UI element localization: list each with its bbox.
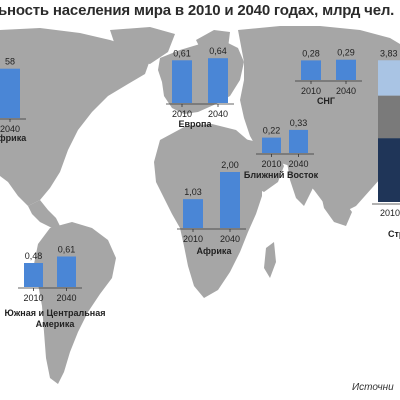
bar-value-label: 0,22 [263, 126, 281, 136]
tick-label: 2040 [56, 293, 76, 303]
region-label: фрика [0, 133, 27, 143]
bar-2010 [183, 199, 203, 228]
bar-value-label: 1,03 [184, 187, 202, 197]
madagascar-landmass [264, 242, 276, 278]
tick-label: 2040 [0, 124, 20, 134]
bar-value-label: 0,33 [290, 118, 308, 128]
stacked-bar-segment [378, 95, 400, 139]
bar-2040 [0, 68, 20, 118]
region-chart-5: 0,48 2010 0,61 2040 Южная и ЦентральнаяАмери… [5, 245, 106, 330]
bar-value-label: 0,48 [25, 251, 43, 261]
bar-value-label: 0,61 [173, 48, 191, 58]
tick-label: 2010 [172, 109, 192, 119]
bar-2040 [336, 59, 356, 80]
tick-label: 2010 [301, 86, 321, 96]
greenland-landmass [110, 27, 175, 64]
region-chart-4: 1,03 2010 2,00 2040 Африка [177, 160, 246, 256]
europe-landmass [158, 40, 244, 114]
scandinavia-landmass [196, 30, 230, 58]
north-america-landmass [0, 28, 150, 206]
tick-label: 2040 [288, 159, 308, 169]
tick-label: 2010 [23, 293, 43, 303]
bar-2010 [301, 60, 321, 80]
stacked-bar-segment [378, 60, 400, 96]
tick-label: 2040 [220, 234, 240, 244]
tick-label: 2040 [336, 86, 356, 96]
bar-value-label: 2,00 [221, 160, 239, 170]
tick-label: 2010 [380, 208, 400, 218]
region-label: Южная и Центральная [5, 308, 106, 318]
bar-2010 [24, 263, 43, 287]
bar-value-label: 0,29 [337, 48, 355, 58]
bar-2040 [208, 58, 228, 103]
bar-2040 [289, 129, 308, 153]
africa-landmass [154, 124, 262, 298]
region-label: СНГ [317, 96, 335, 106]
region-label: Европа [179, 119, 213, 129]
bar-value-label: 0,61 [58, 245, 76, 255]
tick-label: 2010 [183, 234, 203, 244]
bar-2040 [220, 172, 240, 228]
southeast-asia-landmass [320, 190, 352, 226]
bar-value-label: 58 [5, 57, 15, 67]
region-label: Африка [197, 246, 233, 256]
region-label: Ближний Восток [244, 170, 319, 180]
stacked-bar-segment [378, 138, 400, 202]
south-america-landmass [34, 222, 116, 384]
source-label: Источни [352, 382, 394, 393]
chart-title: ьность населения мира в 2010 и 2040 года… [0, 2, 395, 19]
tick-label: 2040 [208, 109, 228, 119]
bar-value-label: 3,83 [380, 48, 398, 58]
region-label: Америка [36, 319, 76, 329]
bar-2040 [57, 256, 76, 287]
bar-value-label: 0,28 [302, 48, 320, 58]
bar-value-label: 0,64 [209, 46, 227, 56]
region-label: Стран [388, 229, 400, 239]
bar-2010 [172, 60, 192, 103]
tick-label: 2010 [261, 159, 281, 169]
bar-2010 [262, 137, 281, 153]
asia-landmass [238, 26, 400, 214]
region-chart-6: 3,83 2010 Стран [372, 48, 400, 239]
india-landmass [286, 156, 318, 206]
central-america-landmass [28, 200, 60, 228]
